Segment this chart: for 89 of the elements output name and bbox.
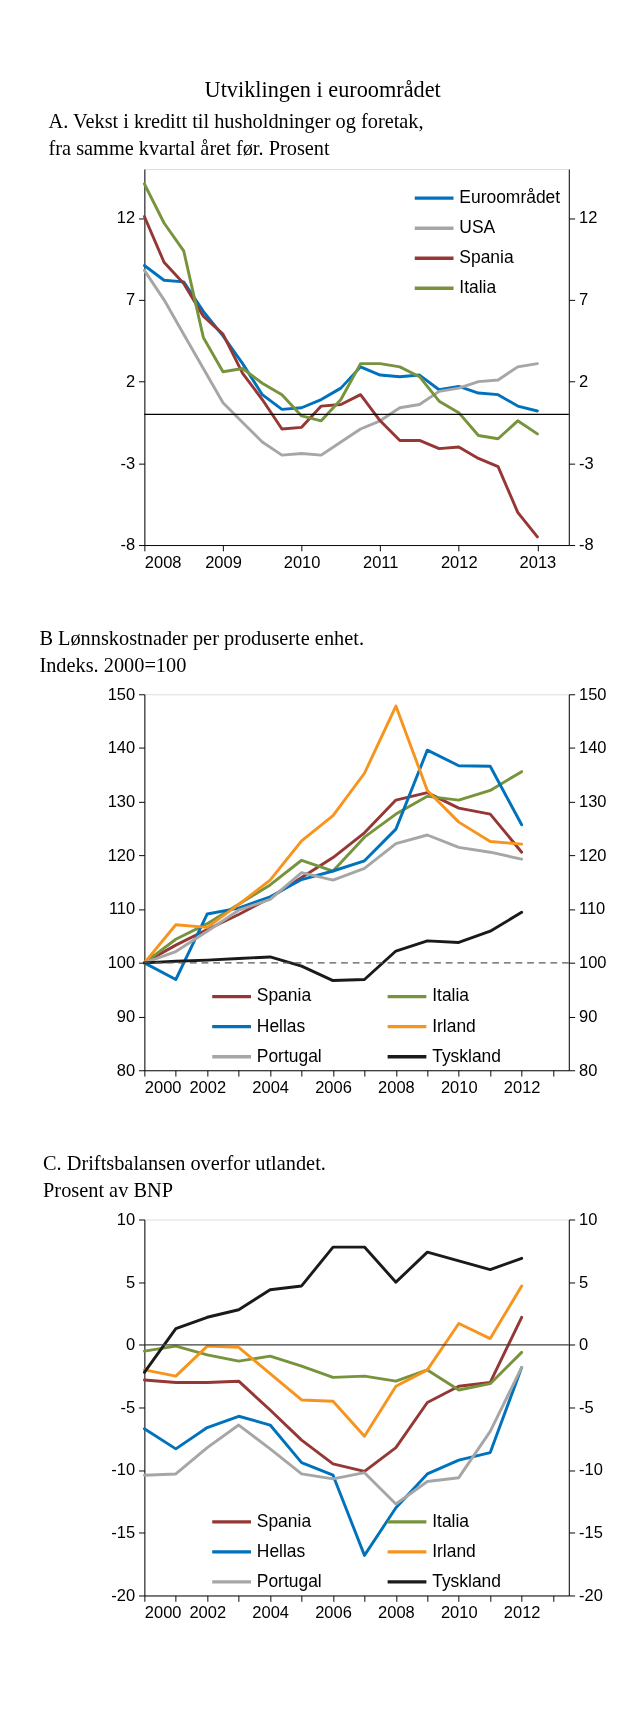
y-tick-label: 10 [116,1209,136,1228]
y-tick-label: 150 [107,684,136,703]
y-tick-label: 100 [107,953,136,972]
y-tick-label: 7 [126,290,136,309]
y-tick-label: 110 [108,899,136,918]
legend-label: Tyskland [432,1570,502,1591]
line-series [142,1245,524,1374]
y2-tick-label: 12 [579,208,598,227]
x-tick-label: 2008 [378,1078,415,1097]
x-tick-label: 2002 [189,1603,227,1622]
y-tick-label: 0 [126,1335,136,1354]
y2-tick-label: -5 [579,1397,594,1416]
line-series [142,268,539,457]
x-tick-label: 2004 [252,1603,289,1622]
line-series [142,748,524,981]
y2-tick-label: 150 [579,684,607,703]
legend-label: Portugal [256,1570,322,1591]
y2-tick-label: -8 [579,535,594,554]
x-tick-label: 2004 [252,1078,289,1097]
y2-tick-label: 90 [579,1006,598,1025]
x-tick-label: 2000 [144,1078,182,1097]
y2-tick-label: -3 [579,453,594,472]
legend-label: Italia [432,1510,470,1531]
line-series [142,1315,524,1473]
line-series [142,1365,524,1506]
x-tick-label: 2008 [144,552,182,571]
y2-tick-label: 10 [579,1209,598,1228]
x-tick-label: 2013 [519,552,557,571]
line-series [142,910,524,983]
y-tick-label: 5 [126,1272,136,1291]
legend-label: Hellas [256,1540,306,1561]
y2-tick-label: -10 [579,1460,603,1479]
legend-label: USA [459,217,496,238]
y2-tick-label: 130 [579,792,607,811]
line-series [142,1284,524,1438]
y2-tick-label: 5 [579,1272,589,1291]
legend-label: Tyskland [432,1045,502,1066]
x-tick-label: 2012 [440,552,478,571]
x-tick-label: 2010 [283,552,321,571]
y-tick-label: -5 [120,1397,136,1416]
y2-tick-label: 140 [579,738,607,757]
y-tick-label: -3 [120,453,136,472]
legend-label: Spania [459,247,514,268]
y-tick-label: -8 [120,535,136,554]
legend-label: Italia [459,277,497,298]
chart-subtitle: A. Vekst i kreditt til husholdninger og foretak, fra samme kvartal året før. Prosent [48,110,424,160]
x-tick-label: 2000 [144,1603,182,1622]
chart-title: Utviklingen i euroområdet [204,76,442,102]
y2-tick-label: -20 [579,1585,603,1604]
chart-title: C. Driftsbalansen overfor utlandet. Prosent av BNP [43,1152,326,1202]
x-tick-label: 2012 [503,1078,541,1097]
chart-title: B Lønnskostnader per produserte enhet. Indeks. 2000=100 [39,626,364,676]
y-tick-label: 12 [116,208,136,227]
y2-tick-label: 2 [579,371,589,390]
x-tick-label: 2010 [440,1078,478,1097]
x-tick-label: 2012 [503,1603,541,1622]
legend-label: Hellas [256,1015,306,1036]
x-tick-label: 2008 [378,1603,415,1622]
x-tick-label: 2011 [362,552,399,571]
y-tick-label: 2 [126,371,136,390]
line-series [142,1344,524,1392]
y-tick-label: -15 [111,1523,136,1542]
x-tick-label: 2006 [315,1078,352,1097]
x-tick-label: 2009 [205,552,242,571]
y-tick-label: 90 [116,1006,136,1025]
y-tick-label: 140 [107,738,136,757]
y-tick-label: 120 [107,845,136,864]
y-tick-label: 130 [107,792,136,811]
y2-tick-label: 120 [579,845,607,864]
y2-tick-label: 0 [579,1335,589,1354]
legend-label: Italia [432,985,470,1006]
x-tick-label: 2002 [189,1078,227,1097]
legend-label: Euroområdet [459,186,561,207]
y-tick-label: -20 [111,1585,136,1604]
x-tick-label: 2010 [440,1603,478,1622]
legend-label: Spania [256,1510,312,1531]
legend-label: Portugal [256,1045,322,1066]
y2-tick-label: 7 [579,290,589,309]
y2-tick-label: 110 [579,899,606,918]
legend-label: Irland [432,1540,476,1561]
line-series [142,215,539,539]
y-tick-label: 80 [116,1060,136,1079]
y2-tick-label: 100 [579,953,607,972]
y2-tick-label: -15 [579,1523,603,1542]
legend-label: Spania [256,985,312,1006]
y-tick-label: -10 [111,1460,136,1479]
legend-label: Irland [432,1015,476,1036]
y2-tick-label: 80 [579,1060,598,1079]
x-tick-label: 2006 [315,1603,352,1622]
